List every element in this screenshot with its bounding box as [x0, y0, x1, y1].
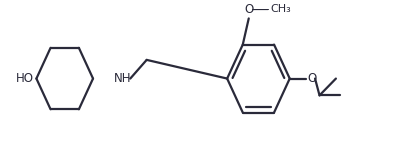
Text: O: O [307, 72, 317, 85]
Text: NH: NH [114, 72, 131, 85]
Text: HO: HO [16, 72, 34, 85]
Text: CH₃: CH₃ [270, 4, 291, 14]
Text: O: O [244, 3, 253, 16]
